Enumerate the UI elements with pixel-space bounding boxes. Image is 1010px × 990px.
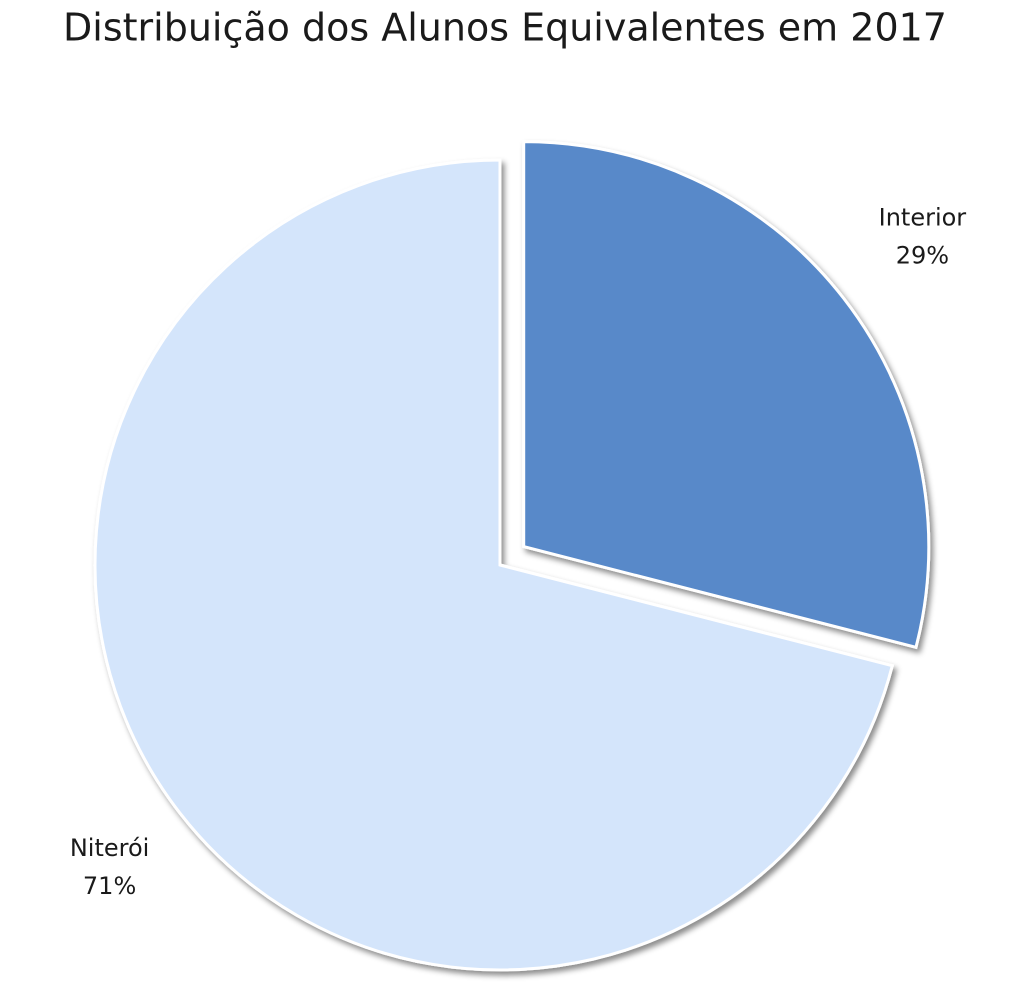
slice-label: Niterói: [70, 834, 150, 862]
slice-label: Interior: [879, 203, 967, 231]
chart-title: Distribuição dos Alunos Equivalentes em …: [63, 6, 947, 50]
value-label: 29%: [896, 241, 949, 269]
plot-area: Interior 29% Niterói 71%: [70, 140, 967, 972]
pie-slice: [93, 158, 895, 972]
value-label: 71%: [83, 872, 136, 900]
pie-slice: [522, 140, 931, 650]
